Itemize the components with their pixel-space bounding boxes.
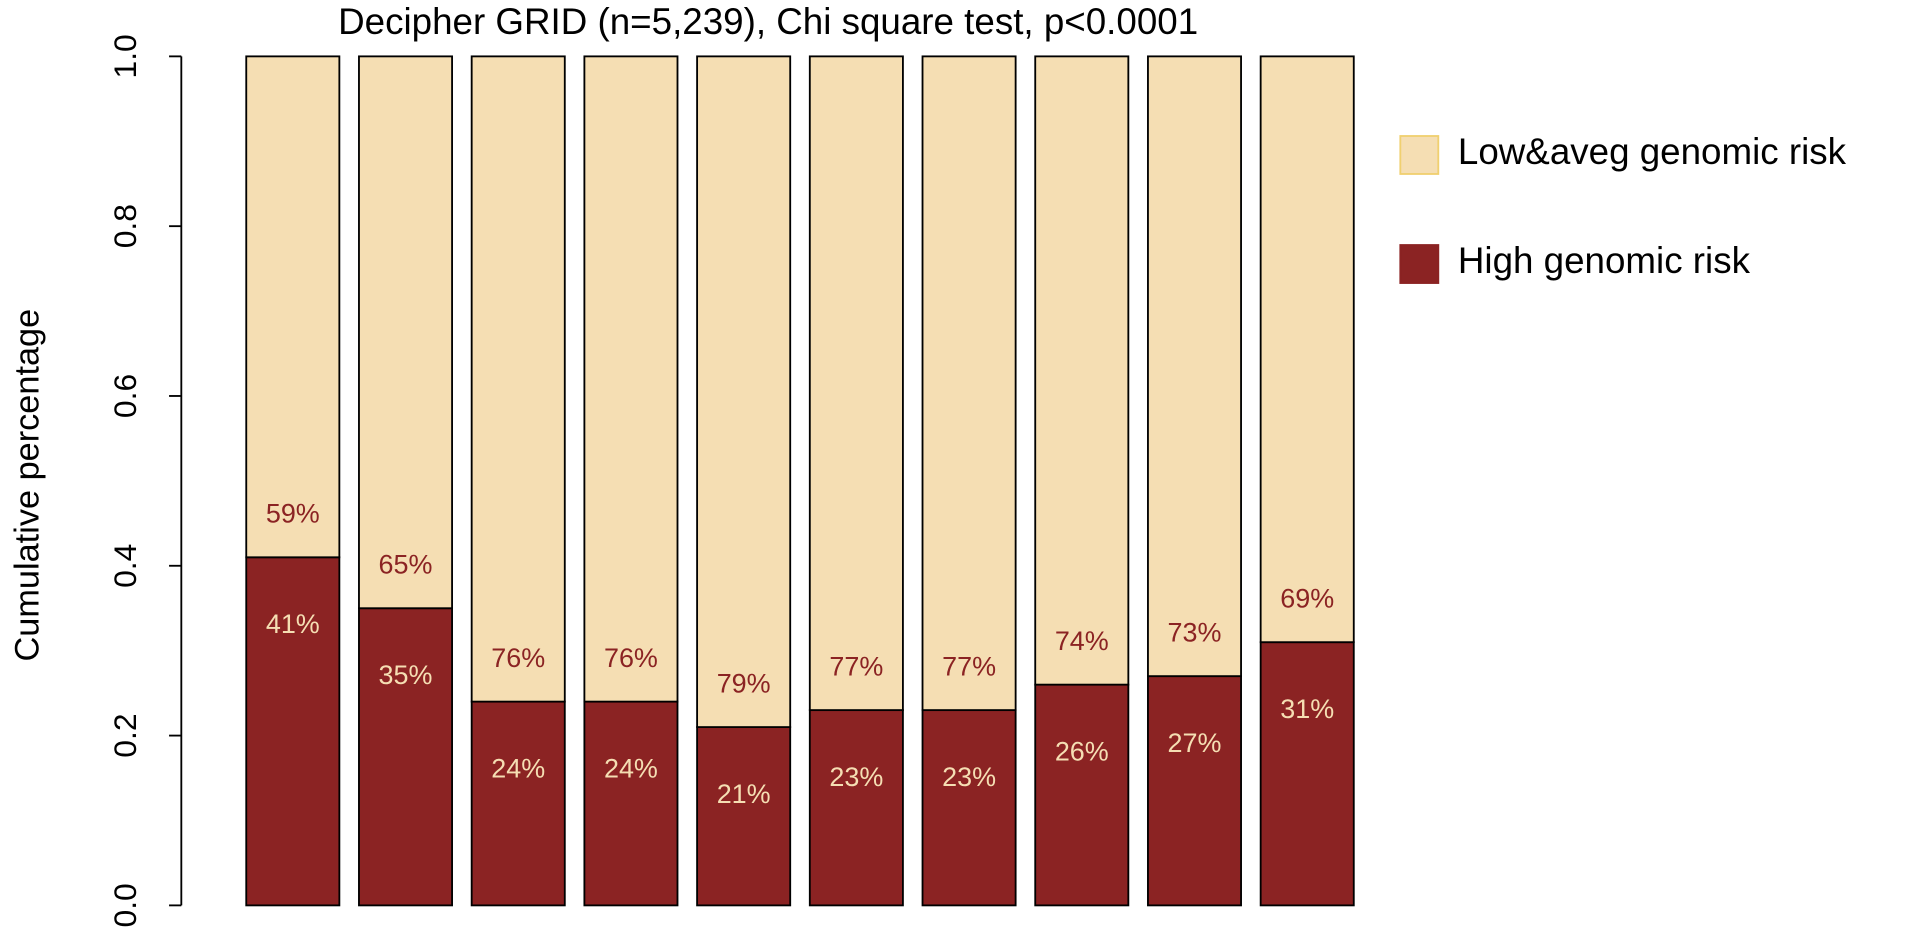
bar-segment: [470, 700, 566, 907]
data-label: 27%: [1168, 728, 1222, 758]
data-label: 76%: [491, 643, 545, 673]
bar-segment: [1034, 55, 1130, 686]
data-label: 24%: [604, 753, 658, 783]
data-label: 26%: [1055, 736, 1109, 766]
bar-segment: [245, 556, 341, 907]
bar-segment: [1259, 55, 1355, 644]
bar-segment: [245, 55, 341, 559]
data-label: 74%: [1055, 626, 1109, 656]
data-label: 23%: [942, 762, 996, 792]
bar-segment: [1147, 55, 1242, 678]
data-label: 79%: [717, 669, 771, 699]
y-axis-label: Cumulative percentage: [8, 309, 46, 662]
y-tick-label: 0.2: [107, 713, 143, 757]
y-tick-label: 0.0: [107, 883, 143, 927]
data-label: 59%: [266, 499, 320, 529]
legend-label: Low&aveg genomic risk: [1458, 131, 1847, 172]
data-label: 41%: [266, 609, 320, 639]
bar-segment: [808, 55, 904, 712]
data-label: 69%: [1280, 584, 1334, 614]
data-label: 77%: [829, 652, 883, 682]
legend-swatch: [1399, 244, 1440, 284]
bar-segment: [921, 55, 1017, 712]
bar-segment: [358, 607, 453, 907]
data-label: 35%: [379, 660, 433, 690]
data-label: 21%: [717, 779, 771, 809]
bar-segment: [696, 726, 792, 907]
legend-swatch: [1399, 135, 1440, 175]
data-label: 77%: [942, 652, 996, 682]
bar-segment: [583, 700, 679, 907]
chart-title: Decipher GRID (n=5,239), Chi square test…: [338, 1, 1198, 42]
y-tick-label: 0.6: [107, 374, 143, 418]
y-tick-label: 0.4: [107, 544, 143, 588]
bar-segment: [1147, 675, 1242, 907]
data-label: 23%: [829, 762, 883, 792]
bar-segment: [470, 55, 566, 703]
bar-segment: [1034, 683, 1130, 907]
bar-segment: [696, 55, 792, 729]
data-label: 73%: [1168, 618, 1222, 648]
bar-segment: [358, 55, 453, 610]
data-label: 76%: [604, 643, 658, 673]
y-tick-label: 0.8: [107, 204, 143, 248]
bar-segment: [808, 709, 904, 907]
y-tick-label: 1.0: [107, 34, 143, 78]
bar-segment: [921, 709, 1017, 907]
legend-label: High genomic risk: [1458, 240, 1751, 281]
data-label: 65%: [379, 550, 433, 580]
data-label: 24%: [491, 753, 545, 783]
bar-segment: [1259, 641, 1355, 907]
data-label: 31%: [1280, 694, 1334, 724]
bar-segment: [583, 55, 679, 703]
